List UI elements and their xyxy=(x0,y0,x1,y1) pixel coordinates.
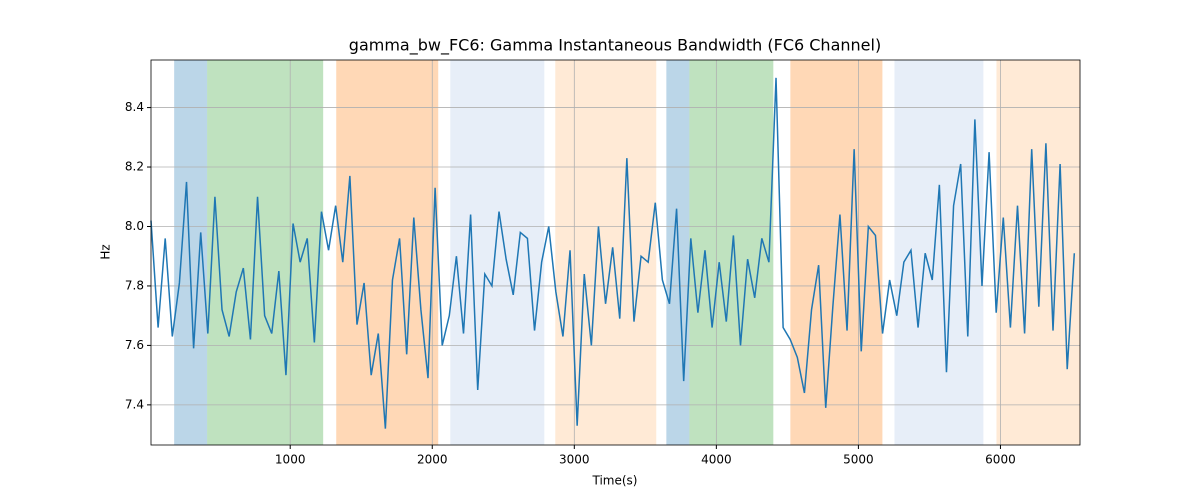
x-tick-label: 2000 xyxy=(417,453,448,467)
x-tick-label: 3000 xyxy=(559,453,590,467)
x-tick-label: 4000 xyxy=(701,453,732,467)
y-tick-label: 8.4 xyxy=(125,100,144,114)
shaded-span xyxy=(450,60,545,445)
data-line xyxy=(150,77,1076,429)
y-axis-label: Hz xyxy=(99,244,113,259)
y-tick-label: 8.2 xyxy=(125,160,144,174)
y-tick-label: 7.8 xyxy=(125,278,144,292)
chart-title: gamma_bw_FC6: Gamma Instantaneous Bandwi… xyxy=(349,36,881,56)
y-tick-label: 7.4 xyxy=(125,397,144,411)
shaded-span xyxy=(207,60,324,445)
x-tick-label: 5000 xyxy=(843,453,874,467)
plot-frame xyxy=(150,59,1081,446)
y-tick-label: 8.0 xyxy=(125,219,144,233)
x-tick-label: 6000 xyxy=(985,453,1016,467)
x-tick-label: 1000 xyxy=(275,453,306,467)
x-axis-label: Time(s) xyxy=(592,474,638,488)
y-tick-label: 7.6 xyxy=(125,338,144,352)
shaded-span xyxy=(996,60,1080,445)
shaded-span xyxy=(555,60,657,445)
